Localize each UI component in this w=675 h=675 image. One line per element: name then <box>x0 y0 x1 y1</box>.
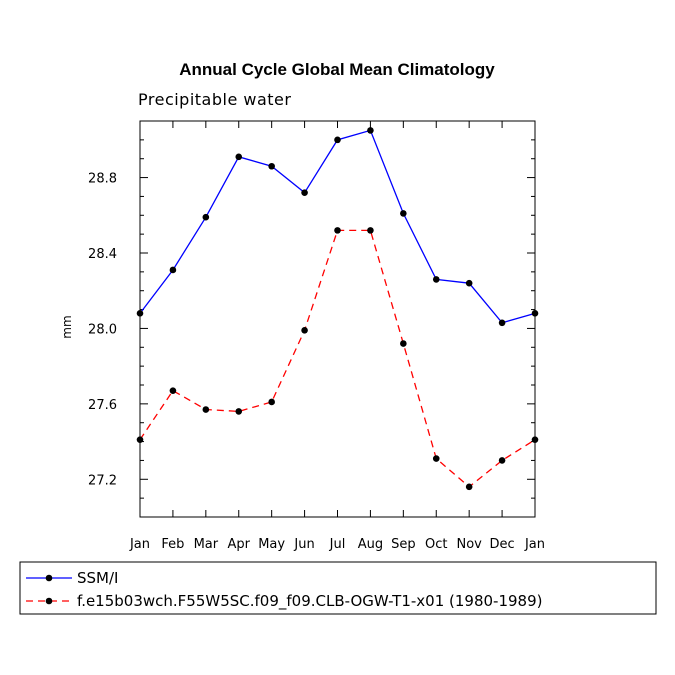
series-2-point <box>268 398 275 406</box>
series-2-point <box>367 227 374 234</box>
series-2-point <box>235 408 243 415</box>
series-2-point <box>169 387 177 394</box>
y-tick-label: 27.2 <box>88 473 117 488</box>
series-line-1 <box>139 129 536 324</box>
y-tick-label: 28.0 <box>88 322 117 337</box>
x-tick-label: May <box>258 537 285 552</box>
x-tick-label: Apr <box>228 537 251 552</box>
y-axis-label: mm <box>60 315 74 338</box>
series-1-point <box>202 213 210 221</box>
x-tick-label: Jan <box>129 537 150 552</box>
chart-title: Annual Cycle Global Mean Climatology <box>179 60 495 79</box>
series-2-point <box>400 340 407 347</box>
series-2-point <box>334 227 341 234</box>
series-1-point <box>235 153 243 161</box>
chart-subtitle: Precipitable water <box>138 90 291 109</box>
series-2-point <box>465 483 473 491</box>
legend-marker-2 <box>45 597 53 605</box>
series-1-point <box>465 279 473 287</box>
series-1-point <box>367 127 374 134</box>
series-2-point <box>432 455 440 462</box>
series-2-point <box>301 327 308 334</box>
y-tick-label: 28.4 <box>88 247 117 262</box>
series-2-point <box>202 406 210 413</box>
x-tick-label: Jul <box>329 537 346 552</box>
legend-box <box>19 561 657 615</box>
series-1-point <box>400 210 407 217</box>
series-1-point <box>498 319 506 327</box>
legend-label-2: f.e15b03wch.F55W5SC.f09_f09.CLB-OGW-T1-x… <box>77 592 542 611</box>
plot-area: Jan Feb Mar Apr May Jun Jul Aug Sep Oct Nov Dec Jan 2… <box>88 120 545 552</box>
series-1-point <box>334 136 341 144</box>
series-2-point <box>498 457 506 464</box>
series-1-point <box>301 189 308 196</box>
x-tick-label: Mar <box>194 537 219 552</box>
legend-marker-1 <box>45 574 53 582</box>
legend-label-1: SSM/I <box>77 569 118 587</box>
legend: SSM/I f.e15b03wch.F55W5SC.f09_f09.CLB-OGW… <box>19 561 657 615</box>
x-tick-label: Dec <box>490 537 515 552</box>
y-tick-label: 27.6 <box>88 398 117 413</box>
series-line-2 <box>139 229 536 488</box>
x-tick-label: Nov <box>456 537 482 552</box>
series-1-point <box>432 276 440 283</box>
x-tick-label: Aug <box>358 537 383 552</box>
x-tick-label: Jan <box>524 537 545 552</box>
x-tick-label: Oct <box>425 537 447 552</box>
y-tick-label: 28.8 <box>88 172 117 187</box>
x-tick-label: Feb <box>161 537 184 552</box>
x-tick-label: Jun <box>293 537 314 552</box>
x-tick-label: Sep <box>391 537 416 552</box>
plot-frame <box>139 120 536 518</box>
series-1-point <box>169 266 177 274</box>
series-1-point <box>268 162 275 170</box>
